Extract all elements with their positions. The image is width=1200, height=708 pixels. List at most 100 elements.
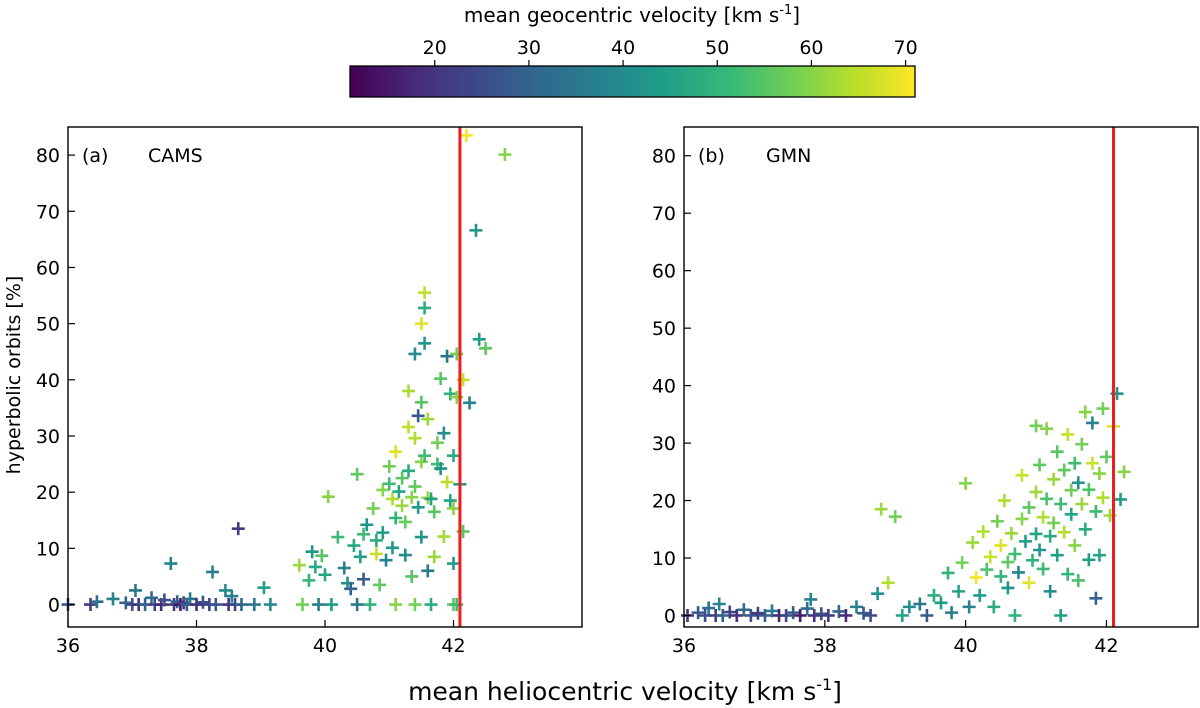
data-point: [871, 587, 885, 601]
data-point: [712, 597, 726, 611]
data-point: [1040, 492, 1054, 506]
x-tick-label: 40: [954, 635, 978, 657]
data-point: [793, 609, 807, 623]
data-point: [1064, 483, 1078, 497]
data-point: [414, 455, 428, 469]
data-point: [414, 530, 428, 544]
data-point: [1040, 422, 1054, 436]
data-point: [312, 598, 326, 612]
y-tick-label: 10: [36, 538, 60, 560]
data-point: [1047, 516, 1061, 530]
data-point: [398, 548, 412, 562]
colorbar-gradient: [349, 65, 916, 98]
x-tick-label: 40: [313, 635, 337, 657]
data-point: [744, 609, 758, 623]
y-tick-label: 20: [652, 491, 676, 513]
data-point: [1061, 567, 1075, 581]
x-tick-label: 42: [1094, 635, 1118, 657]
data-point: [895, 609, 909, 623]
data-point: [691, 606, 705, 620]
data-point: [443, 494, 457, 508]
data-point: [447, 501, 460, 515]
x-tick-label: 38: [813, 635, 837, 657]
data-point: [1061, 427, 1075, 441]
data-point: [392, 485, 406, 499]
data-point: [324, 598, 338, 612]
data-point: [408, 480, 422, 494]
y-tick-label: 70: [36, 201, 60, 223]
data-point: [1092, 467, 1106, 481]
data-point: [296, 598, 310, 612]
data-point: [190, 598, 203, 612]
data-point: [437, 530, 451, 544]
data-point: [857, 606, 871, 620]
data-point: [395, 499, 409, 513]
data-point: [941, 566, 955, 580]
data-point: [402, 420, 416, 434]
data-point: [1043, 584, 1057, 598]
data-point: [164, 557, 178, 571]
data-point: [389, 511, 403, 525]
data-point: [955, 556, 969, 570]
colorbar-tick-label: 20: [423, 37, 447, 59]
y-tick-label: 20: [36, 482, 60, 504]
data-point: [751, 606, 765, 620]
data-point: [902, 600, 916, 614]
data-point: [1071, 573, 1085, 587]
data-point: [1075, 437, 1089, 451]
data-point: [424, 598, 438, 612]
colorbar: mean geocentric velocity [km s-1] 20 30 40…: [349, 3, 918, 98]
data-point: [913, 597, 927, 611]
data-point: [994, 538, 1008, 552]
y-tick-label: 30: [36, 426, 60, 448]
data-point: [206, 565, 220, 579]
data-point: [90, 595, 104, 609]
data-point: [408, 431, 422, 445]
y-tick-label: 10: [652, 548, 676, 570]
data-point: [1036, 510, 1050, 524]
data-point: [1068, 538, 1082, 552]
data-point: [1054, 497, 1068, 511]
data-point: [418, 336, 432, 350]
data-point: [83, 598, 97, 612]
data-point: [437, 426, 451, 440]
colorbar-label: mean geocentric velocity [km s-1]: [464, 3, 800, 27]
data-point: [402, 384, 416, 398]
data-point: [934, 596, 948, 610]
data-point: [395, 471, 409, 485]
colorbar-tick-label: 50: [705, 37, 729, 59]
y-tick-label: 0: [664, 606, 676, 628]
data-point: [145, 591, 159, 605]
x-tick-label: 36: [672, 635, 696, 657]
data-point: [1078, 405, 1092, 419]
data-point: [106, 592, 120, 606]
data-point: [779, 609, 793, 623]
data-point: [434, 372, 448, 386]
data-point: [966, 536, 980, 550]
data-point: [1089, 504, 1103, 518]
colorbar-ticks: 20 30 40 50 60 70: [423, 37, 918, 66]
data-point: [927, 588, 941, 602]
data-point: [1029, 485, 1043, 499]
data-point: [1075, 497, 1089, 511]
data-point: [427, 505, 441, 519]
data-point: [874, 502, 888, 516]
data-point: [369, 533, 383, 547]
panel-title-cams: CAMS: [148, 145, 203, 167]
data-point: [1089, 591, 1103, 605]
data-point: [418, 286, 432, 300]
x-tick-label: 36: [56, 635, 80, 657]
y-tick-label: 0: [48, 595, 60, 617]
data-point: [945, 606, 959, 620]
data-point: [969, 571, 983, 585]
data-point: [737, 603, 751, 617]
panel-gmn: 36 38 40 42 0 10 20 30 40 50 60 70 80 (b) GMN: [652, 126, 1199, 657]
data-point: [196, 595, 210, 609]
x-tick-label: 38: [184, 635, 208, 657]
panel-title-gmn: GMN: [766, 145, 811, 167]
data-point: [318, 568, 332, 582]
data-point: [1001, 555, 1015, 569]
data-point: [421, 564, 435, 578]
data-point: [1114, 492, 1128, 506]
data-point: [498, 148, 512, 162]
